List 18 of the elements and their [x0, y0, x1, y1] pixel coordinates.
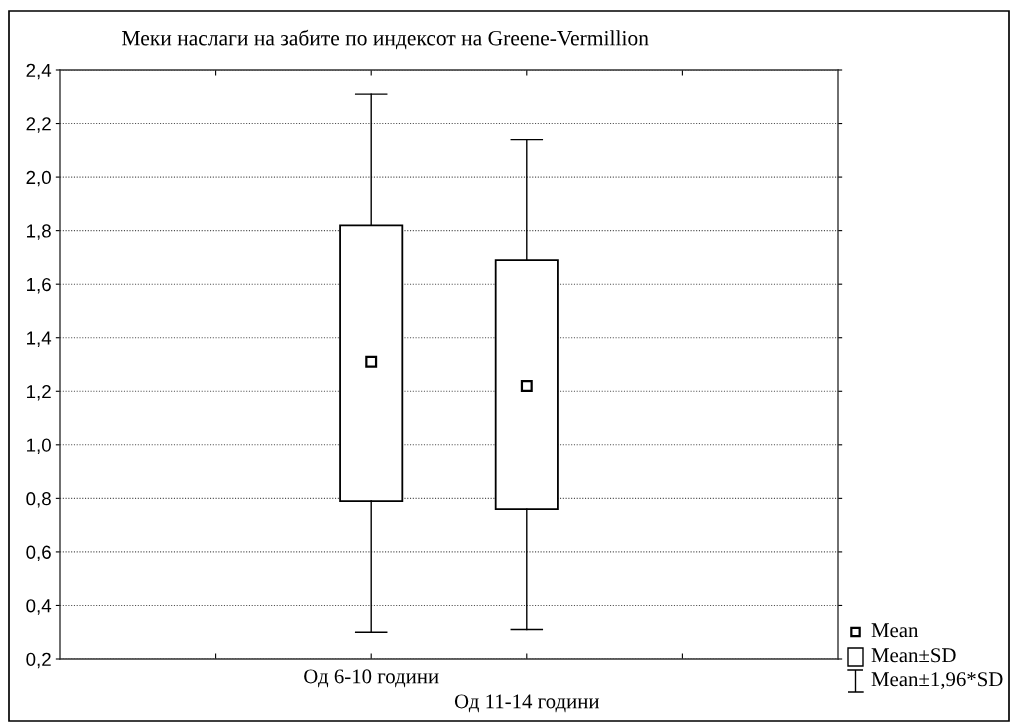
y-tick-label: 1,4	[27, 331, 52, 347]
y-tick-label: 1,8	[27, 224, 51, 240]
y-tick-label: 0,2	[26, 652, 51, 669]
y-tick-label: 1,0	[27, 438, 51, 455]
y-tick-label: 1,2	[27, 384, 51, 401]
y-tick-label: 0,6	[26, 545, 51, 562]
y-tick-label: 2,2	[26, 117, 51, 133]
text: Mean±SD	[871, 648, 956, 663]
y-tick-label: 0,8	[26, 492, 51, 508]
y-tick-label: 0,4	[26, 599, 52, 615]
chart-title: Меки наслаги на забите по индексот на Greene-Vermillion	[122, 29, 649, 50]
y-tick-label: 2,4	[26, 63, 52, 80]
text: Mean	[871, 623, 919, 638]
y-tick-label: 2,0	[26, 170, 51, 187]
text: Mean±1,96*SD	[871, 672, 1003, 690]
y-tick-label: 1,6	[27, 277, 51, 294]
x-tick-label: Од 11-14 години	[454, 694, 600, 713]
x-tick-label: Од 6-10 години	[304, 669, 439, 688]
